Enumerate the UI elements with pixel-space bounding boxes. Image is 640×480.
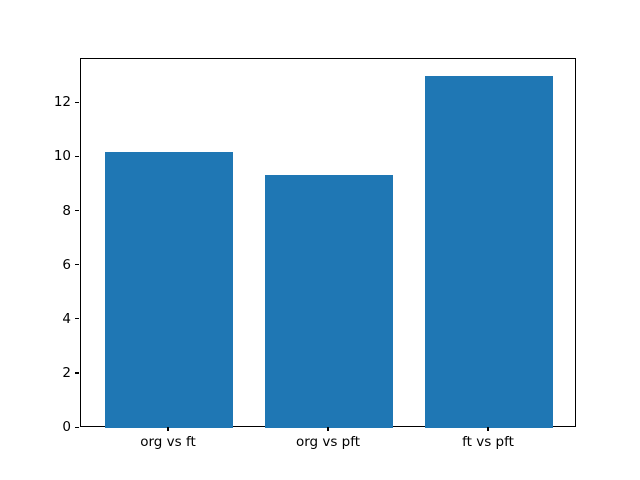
- y-tick-label: 8: [62, 202, 71, 219]
- y-tick-label: 12: [53, 94, 71, 111]
- y-tick-label: 2: [62, 365, 71, 382]
- bar-org-vs-ft: [105, 152, 233, 429]
- y-tick-mark: [75, 426, 80, 428]
- x-tick-label: org vs pft: [295, 433, 361, 450]
- y-tick-mark: [75, 318, 80, 320]
- x-tick-mark: [167, 427, 169, 432]
- y-tick-mark: [75, 101, 80, 103]
- bar-ft-vs-pft: [425, 76, 553, 429]
- x-tick-mark: [487, 427, 489, 432]
- y-tick-label: 6: [62, 256, 71, 273]
- y-tick-mark: [75, 209, 80, 212]
- plot-area: [80, 57, 576, 429]
- y-tick-label: 10: [53, 148, 71, 165]
- y-tick-label: 4: [62, 310, 71, 327]
- x-tick-label: ft vs pft: [462, 433, 514, 450]
- y-tick-mark: [75, 372, 80, 374]
- y-tick-mark: [75, 155, 80, 158]
- x-tick-mark: [327, 427, 329, 432]
- y-tick-label: 0: [62, 419, 71, 436]
- bar-org-vs-pft: [265, 175, 393, 429]
- y-tick-mark: [75, 264, 80, 266]
- x-tick-label: org vs ft: [140, 433, 196, 450]
